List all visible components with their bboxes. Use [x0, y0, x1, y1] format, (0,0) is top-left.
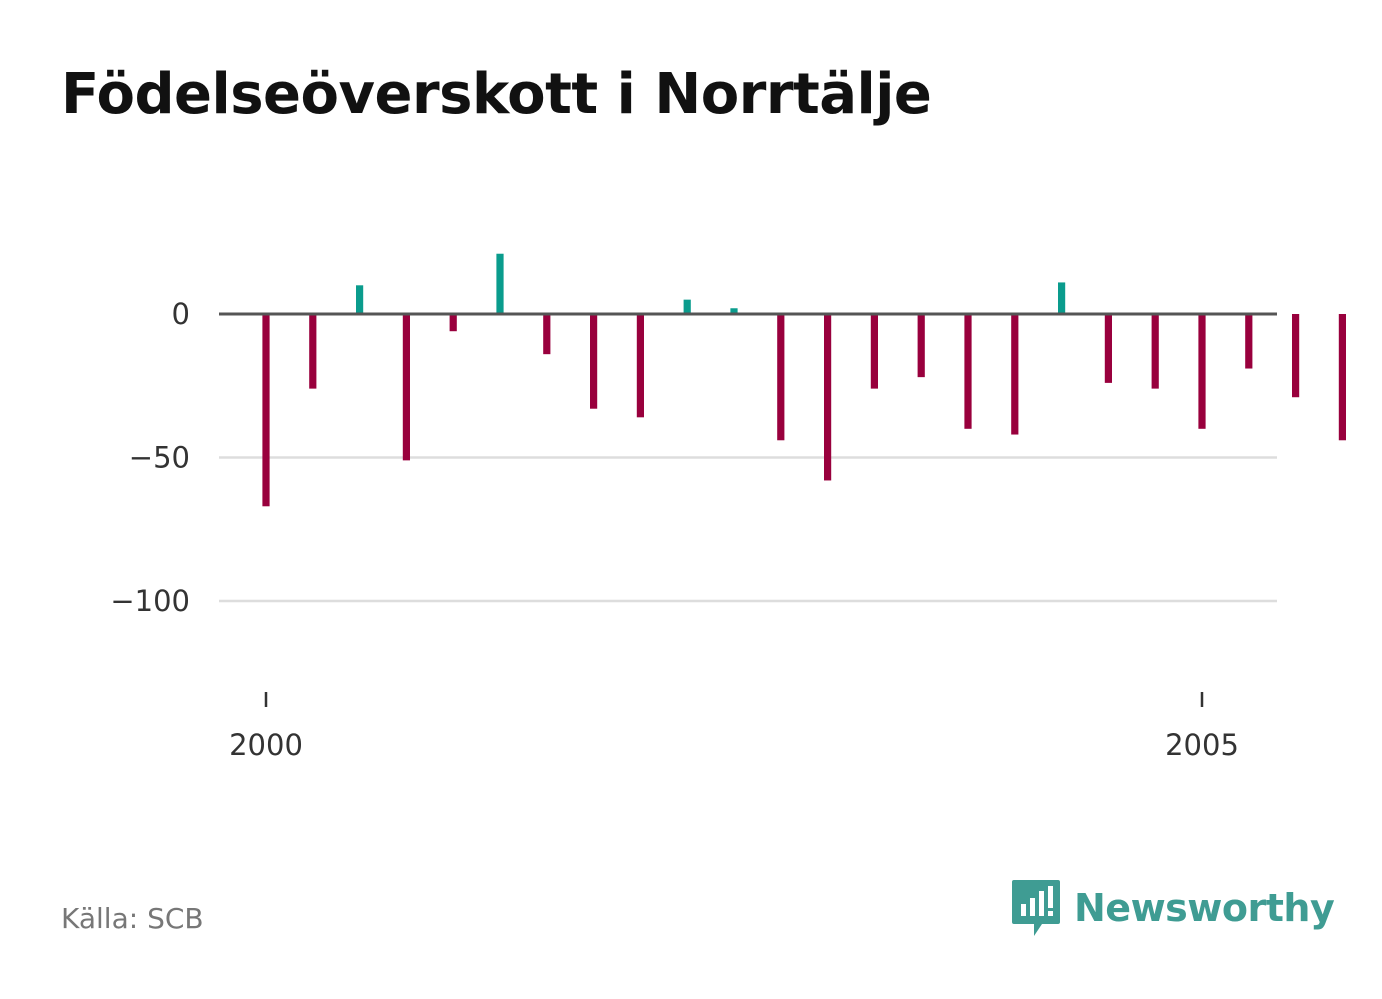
bar	[1104, 314, 1112, 383]
bar	[1151, 314, 1159, 389]
y-tick-label: −50	[129, 441, 190, 475]
bar	[356, 285, 364, 314]
bar	[870, 314, 878, 389]
bar	[402, 314, 410, 461]
x-tick-label: 2005	[1165, 728, 1239, 762]
bar	[917, 314, 925, 378]
bars	[262, 253, 1346, 507]
x-tick-label: 2000	[229, 728, 303, 762]
bar	[449, 314, 457, 332]
brand-logo: Newsworthy	[1010, 878, 1335, 938]
bar	[1292, 314, 1300, 398]
bar	[590, 314, 598, 409]
source-note: Källa: SCB	[61, 902, 204, 935]
bar	[1058, 282, 1066, 314]
y-tick-label: 0	[172, 297, 190, 331]
bar	[543, 314, 551, 355]
bar	[683, 299, 691, 314]
bar	[730, 308, 738, 314]
bar	[1245, 314, 1253, 369]
chart-title: Födelseöverskott i Norrtälje	[61, 62, 932, 127]
bar	[824, 314, 832, 481]
bar	[964, 314, 972, 429]
axes: 0−50−100200020052010201520202025	[110, 297, 1277, 762]
y-tick-label: −100	[110, 584, 190, 618]
bar	[309, 314, 317, 389]
bar	[1198, 314, 1206, 429]
brand-name: Newsworthy	[1074, 886, 1335, 930]
bar	[1011, 314, 1019, 435]
bar	[496, 253, 504, 314]
bar	[262, 314, 270, 507]
gridlines	[219, 456, 1277, 603]
bar	[636, 314, 644, 418]
bar	[777, 314, 785, 441]
newsworthy-logo-icon	[1012, 880, 1060, 936]
bar	[1338, 314, 1346, 441]
